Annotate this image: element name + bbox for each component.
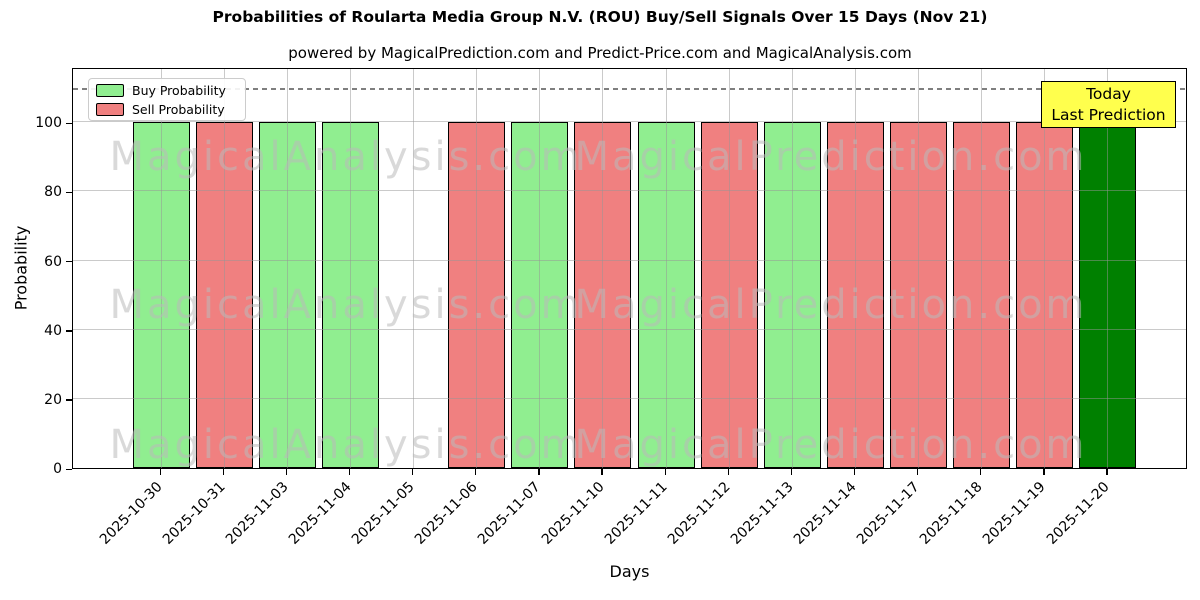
x-tick-mark [727,469,729,475]
sell-bar-2025-11-10 [574,122,632,468]
x-tick-label: 2025-11-03 [222,479,292,548]
x-tick-label: 2025-11-11 [601,479,671,548]
x-tick-label: 2025-10-30 [96,479,166,548]
x-tick-label: 2025-11-14 [790,479,860,548]
sell-bar-2025-10-31 [195,122,253,468]
x-tick-label: 2025-11-18 [917,479,987,548]
sell-bar-2025-11-12 [700,122,758,468]
legend: Buy Probability Sell Probability [88,78,246,121]
y-tick-label: 100 [35,115,62,132]
bars-layer [73,69,1186,468]
x-tick-mark [159,469,161,475]
x-tick-mark [348,469,351,475]
x-tick-label: 2025-11-13 [727,479,797,548]
x-tick-label: 2025-11-20 [1043,479,1113,548]
buy-bar-2025-10-30 [132,122,190,468]
x-tick-label: 2025-11-05 [348,479,418,548]
y-tick-label: 80 [44,184,62,201]
legend-buy-label: Buy Probability [132,82,226,98]
y-tick-label: 40 [44,322,62,339]
x-tick-label: 2025-11-04 [285,479,355,548]
buy-bar-2025-11-07 [511,122,569,468]
chart-subtitle: powered by MagicalPrediction.com and Pre… [288,44,912,62]
x-tick-mark [664,469,666,475]
chart-title: Probabilities of Roularta Media Group N.… [212,8,988,26]
annotation-line1: Today [1086,85,1131,103]
x-tick-label: 2025-11-10 [538,479,608,548]
legend-sell-label: Sell Probability [132,101,225,117]
dashed-guide-line [73,88,1186,90]
x-tick-mark [285,469,288,475]
x-tick-label: 2025-11-07 [475,479,545,548]
x-tick-mark [1043,469,1045,475]
x-tick-label: 2025-11-06 [412,479,481,548]
x-tick-mark [601,469,603,475]
sell-swatch-icon [96,102,124,116]
sell-bar-2025-11-18 [953,122,1011,468]
x-tick-mark [538,469,540,475]
x-tick-mark [475,469,477,475]
x-tick-mark [412,469,414,475]
annotation-line2: Last Prediction [1051,106,1166,124]
buy-bar-2025-11-11 [637,122,695,468]
sell-bar-2025-11-14 [826,122,884,468]
buy-bar-2025-11-20 [1079,122,1137,468]
sell-bar-2025-11-06 [448,122,506,468]
x-tick-label: 2025-10-31 [159,479,229,548]
sell-bar-2025-11-17 [890,122,948,468]
today-annotation-box: Today Last Prediction [1041,81,1176,128]
buy-swatch-icon [96,83,124,97]
buy-bar-2025-11-04 [321,122,379,468]
buy-bar-2025-11-03 [258,122,316,468]
y-tick-label: 20 [44,391,62,408]
x-tick-mark [917,469,919,475]
plot-area: MagicalAnalysis.com MagicalPrediction.com… [72,68,1187,469]
buy-bar-2025-11-13 [763,122,821,468]
sell-bar-2025-11-19 [1016,122,1074,468]
x-tick-label: 2025-11-17 [854,479,923,548]
y-axis-label: Probability [11,225,31,311]
x-tick-mark [222,469,224,475]
x-tick-mark [790,469,793,475]
legend-item-buy: Buy Probability [96,83,238,98]
legend-item-sell: Sell Probability [96,102,238,117]
x-axis-label: Days [609,562,650,581]
x-tick-label: 2025-11-12 [664,479,734,548]
y-tick-label: 0 [53,461,62,477]
x-tick-mark [980,469,982,475]
x-tick-label: 2025-11-19 [980,479,1050,548]
x-tick-mark [1106,469,1108,475]
x-tick-mark [853,469,856,475]
